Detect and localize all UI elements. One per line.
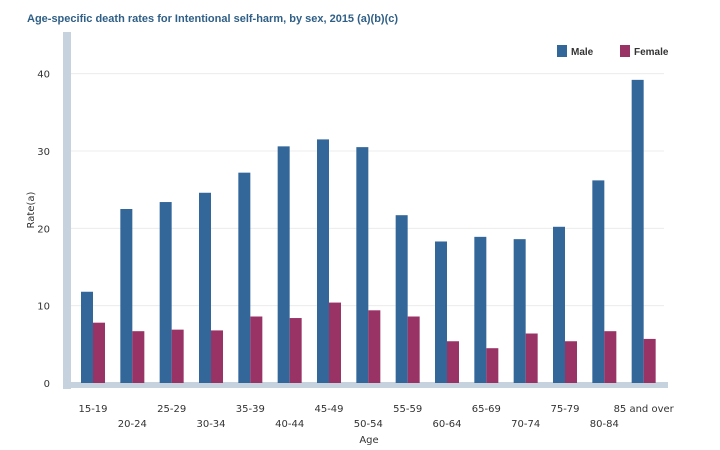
bar-female-65-69 — [486, 348, 499, 383]
x-tick-labels: 15-19 20-24 25-29 30-34 35-39 40-44 45-49 50-54… — [78, 404, 674, 430]
legend-swatch-male — [557, 45, 567, 57]
bar-male-80-84 — [592, 180, 605, 383]
x-tick-label: 15-19 — [78, 404, 107, 415]
bar-male-25-29 — [159, 202, 172, 383]
bar-female-45-49 — [329, 302, 341, 383]
bar-female-80-84 — [604, 331, 617, 383]
x-tick-label: 85 and over — [614, 404, 675, 415]
bar-female-75-79 — [565, 341, 577, 383]
bar-female-25-29 — [171, 329, 184, 383]
legend: Male Female — [557, 45, 669, 58]
x-tick-label: 30-34 — [196, 419, 225, 430]
chart-title: Age-specific death rates for Intentional… — [27, 13, 398, 25]
y-tick-label: 20 — [37, 224, 50, 235]
y-tick-labels: 0 10 20 30 40 — [37, 70, 50, 390]
bar-female-50-54 — [368, 310, 381, 383]
bar-male-70-74 — [513, 239, 526, 383]
bar-female-70-74 — [525, 333, 538, 383]
x-tick-label: 20-24 — [118, 419, 147, 430]
x-tick-label: 40-44 — [275, 419, 304, 430]
x-tick-label: 70-74 — [511, 419, 540, 430]
y-tick-label: 30 — [37, 147, 50, 158]
y-tick-label: 0 — [44, 379, 50, 390]
bar-female-55-59 — [407, 316, 420, 383]
bar-male-60-64 — [435, 241, 447, 383]
bar-male-45-49 — [317, 139, 329, 383]
bar-female-60-64 — [447, 341, 459, 383]
bar-male-65-69 — [474, 236, 487, 383]
y-axis-title: Rate(a) — [26, 191, 37, 228]
bar-male-35-39 — [238, 172, 251, 383]
bar-female-40-44 — [289, 318, 302, 383]
x-tick-label: 55-59 — [393, 404, 422, 415]
bars — [81, 79, 656, 383]
x-tick-label: 60-64 — [432, 419, 461, 430]
y-tick-label: 10 — [37, 302, 50, 313]
x-axis-band — [63, 382, 668, 388]
x-tick-label: 65-69 — [472, 404, 501, 415]
bar-male-75-79 — [553, 226, 565, 383]
bar-female-20-24 — [132, 331, 145, 383]
x-tick-label: 25-29 — [157, 404, 186, 415]
legend-label-female: Female — [634, 47, 669, 58]
x-tick-label: 75-79 — [550, 404, 579, 415]
bar-female-85-and-over — [643, 338, 656, 383]
bar-male-40-44 — [277, 146, 290, 383]
axes — [63, 32, 668, 389]
bar-male-85-and-over — [631, 79, 644, 383]
y-axis-band — [63, 32, 71, 389]
x-tick-label: 35-39 — [236, 404, 265, 415]
bar-female-30-34 — [211, 330, 223, 383]
bar-male-50-54 — [356, 147, 369, 383]
bar-female-35-39 — [250, 316, 263, 383]
x-axis-title: Age — [359, 435, 378, 446]
bar-male-20-24 — [120, 209, 133, 383]
x-tick-label: 80-84 — [590, 419, 619, 430]
bar-female-15-19 — [93, 322, 105, 383]
x-tick-label: 45-49 — [314, 404, 343, 415]
x-tick-label: 50-54 — [354, 419, 383, 430]
y-tick-label: 40 — [37, 70, 50, 81]
bar-male-55-59 — [395, 215, 408, 383]
legend-label-male: Male — [571, 47, 594, 58]
bar-male-30-34 — [199, 192, 211, 383]
bar-male-15-19 — [81, 291, 93, 383]
legend-swatch-female — [620, 45, 630, 57]
